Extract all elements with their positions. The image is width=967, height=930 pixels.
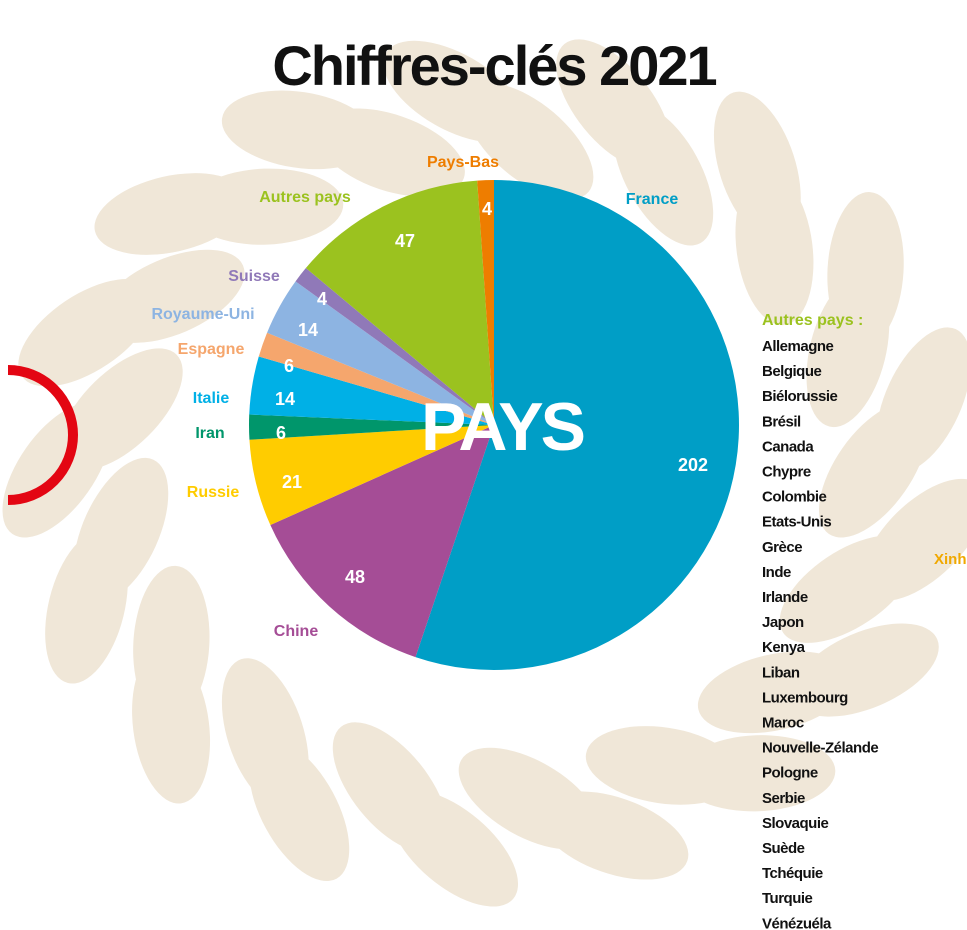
slice: [295, 268, 494, 425]
others-item: Liban: [762, 664, 800, 681]
slice-name: Espagne: [178, 341, 245, 358]
leaf: [133, 565, 210, 722]
others-item: Allemagne: [762, 338, 834, 355]
value-label: 47: [395, 231, 415, 251]
leaf: [613, 103, 714, 246]
leaf: [221, 658, 309, 809]
leaf: [458, 747, 600, 850]
slice: [249, 356, 494, 425]
others-item: Maroc: [762, 714, 804, 731]
leaf: [73, 457, 169, 604]
others-item: Slovaquie: [762, 815, 829, 832]
value-label: 14: [298, 320, 318, 340]
slice-name: Italie: [193, 390, 230, 407]
others-item: Serbie: [762, 790, 805, 807]
slice: [415, 180, 739, 670]
others-item: Brésil: [762, 413, 801, 430]
slice-name: Russie: [187, 484, 240, 501]
value-label: 48: [345, 567, 365, 587]
slice-name: France: [626, 191, 679, 208]
slice: [305, 180, 494, 425]
others-item: Turquie: [762, 890, 813, 907]
center-label: PAYS: [421, 389, 584, 465]
slice-name: Chine: [274, 623, 319, 640]
others-item: Canada: [762, 438, 814, 455]
others-item: Grèce: [762, 539, 802, 556]
value-label: 6: [276, 423, 286, 443]
pie: [248, 180, 739, 670]
value-label: 21: [282, 472, 302, 492]
side-note: Xinh: [934, 551, 967, 568]
others-item: Irlande: [762, 589, 808, 606]
leaf: [779, 535, 917, 643]
others-item: Colombie: [762, 489, 826, 506]
others-item: Kenya: [762, 639, 806, 656]
others-item: Suède: [762, 840, 805, 857]
others-item: Nouvelle-Zélande: [762, 740, 878, 757]
leaf: [59, 348, 183, 471]
others-item: Etats-Unis: [762, 514, 831, 531]
background-leaves: [2, 39, 967, 907]
value-label: 202: [678, 455, 708, 475]
decor-arc: [7, 365, 78, 505]
slice: [270, 425, 494, 658]
slice: [249, 425, 494, 526]
leaf: [332, 722, 448, 853]
slice: [258, 332, 494, 425]
leaf: [806, 274, 890, 428]
others-list: Autres pays : Allemagne Belgique Biélorussi…: [762, 312, 879, 930]
slice: [477, 180, 494, 425]
leaf: [464, 83, 594, 200]
leaf: [98, 249, 245, 343]
slice-name: Iran: [195, 425, 224, 442]
others-item: Tchéquie: [762, 865, 823, 882]
others-item: Inde: [762, 564, 791, 581]
slice: [248, 414, 494, 440]
others-item: Vénézuéla: [762, 915, 832, 930]
slice-name: Pays-Bas: [427, 154, 499, 171]
slice-name: Royaume-Uni: [151, 306, 254, 323]
value-label: 4: [482, 199, 492, 219]
value-label: 14: [275, 389, 295, 409]
others-item: Biélorussie: [762, 388, 838, 405]
others-item: Pologne: [762, 765, 818, 782]
others-item: Chypre: [762, 463, 811, 480]
slice-name: Autres pays: [259, 189, 351, 206]
leaf: [735, 170, 814, 326]
slice-name: Suisse: [228, 268, 280, 285]
value-label: 4: [317, 289, 327, 309]
leaf: [585, 726, 741, 805]
leaf: [876, 327, 967, 473]
chart-title: Chiffres-clés 2021: [272, 34, 716, 97]
leaf: [315, 108, 465, 197]
slice: [267, 281, 494, 425]
value-label: 6: [284, 356, 294, 376]
others-item: Japon: [762, 614, 804, 631]
others-item: Belgique: [762, 363, 821, 380]
others-item: Luxembourg: [762, 689, 848, 706]
leaf: [697, 651, 852, 734]
leaf: [187, 168, 344, 245]
others-title: Autres pays :: [762, 312, 863, 329]
